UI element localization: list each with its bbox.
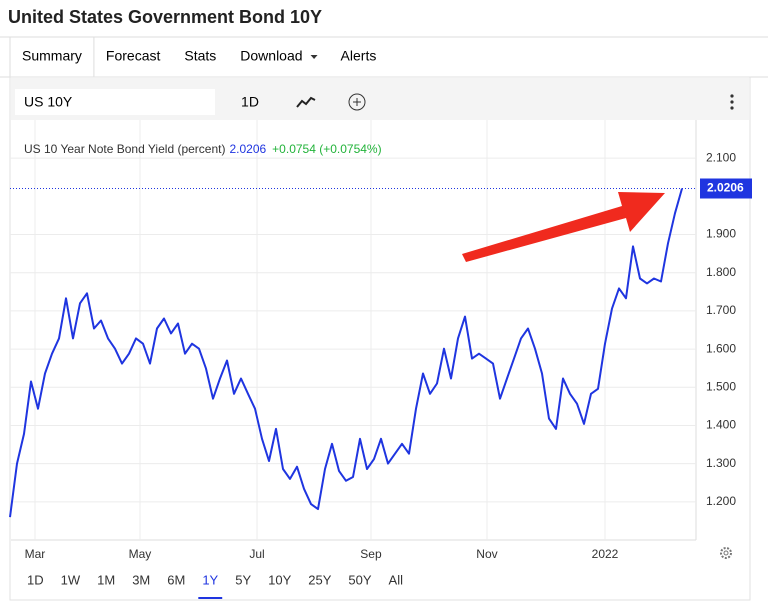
range-button[interactable]: 1D [27, 572, 44, 587]
y-tick-label: 2.100 [706, 150, 736, 164]
y-tick-label: 1.300 [706, 456, 736, 470]
add-indicator-icon [353, 98, 361, 106]
y-tick-label: 1.400 [706, 418, 736, 432]
annotation-arrow [462, 192, 665, 262]
range-button[interactable]: 10Y [268, 572, 291, 587]
tab[interactable]: Stats [184, 48, 216, 64]
plot: 1.200 1.300 1.400 1.500 1.600 1.700 1.800 1.900… [9, 120, 752, 561]
legend-change: +0.0754 (+0.0754%) [272, 142, 381, 156]
price-tag [700, 178, 752, 199]
range-button[interactable]: 3M [132, 572, 150, 587]
legend: US 10 Year Note Bond Yield (percent) 2.0… [24, 142, 382, 156]
range-button[interactable]: All [389, 572, 404, 587]
chart-type-icon[interactable] [296, 96, 316, 108]
y-tick-label: 1.200 [706, 494, 736, 508]
page-title: United States Government Bond 10Y [8, 7, 322, 27]
tab[interactable]: Download [240, 48, 302, 64]
menu-icon[interactable] [730, 94, 734, 110]
x-tick-label: May [129, 547, 152, 561]
legend-name: US 10 Year Note Bond Yield (percent) [24, 142, 225, 156]
range-button[interactable]: 6M [167, 572, 185, 587]
legend-value: 2.0206 [229, 142, 266, 156]
settings-icon[interactable] [720, 547, 732, 559]
interval-button[interactable]: 1D [241, 94, 259, 110]
y-tick-label: 1.500 [706, 379, 736, 393]
y-tick-label: 1.800 [706, 265, 736, 279]
tab[interactable]: Summary [22, 48, 82, 64]
add-indicator-icon[interactable] [348, 93, 366, 111]
x-tick-label: Sep [360, 547, 382, 561]
chart-panel [9, 76, 751, 601]
y-tick-label: 1.900 [706, 227, 736, 241]
tab[interactable]: Alerts [341, 48, 377, 64]
y-tick-label: 1.700 [706, 303, 736, 317]
range-button[interactable]: 50Y [348, 572, 371, 587]
range-button[interactable]: 1M [97, 572, 115, 587]
tab[interactable]: Forecast [106, 48, 161, 64]
x-tick-label: Jul [249, 547, 264, 561]
range-button[interactable]: 25Y [308, 572, 331, 587]
symbol-text[interactable]: US 10Y [24, 94, 73, 110]
range-button[interactable]: 1Y [202, 572, 218, 587]
range-button[interactable]: 5Y [235, 572, 251, 587]
price-line [9, 188, 683, 518]
x-tick-label: Mar [25, 547, 46, 561]
symbol-input[interactable] [15, 89, 215, 115]
x-tick-label: Nov [476, 547, 497, 561]
price-tag-label: 2.0206 [707, 181, 744, 195]
y-tick-label: 1.600 [706, 341, 736, 355]
x-tick-label: 2022 [592, 547, 619, 561]
tab-bar: Summary Forecast Stats Download Alerts [9, 36, 377, 79]
tab-active [9, 36, 95, 79]
range-bar: 1D 1W 1M 3M 6M 1Y 5Y 10Y 25Y 50Y All [27, 572, 404, 599]
range-button[interactable]: 1W [61, 572, 81, 587]
dropdown-caret [310, 55, 318, 59]
